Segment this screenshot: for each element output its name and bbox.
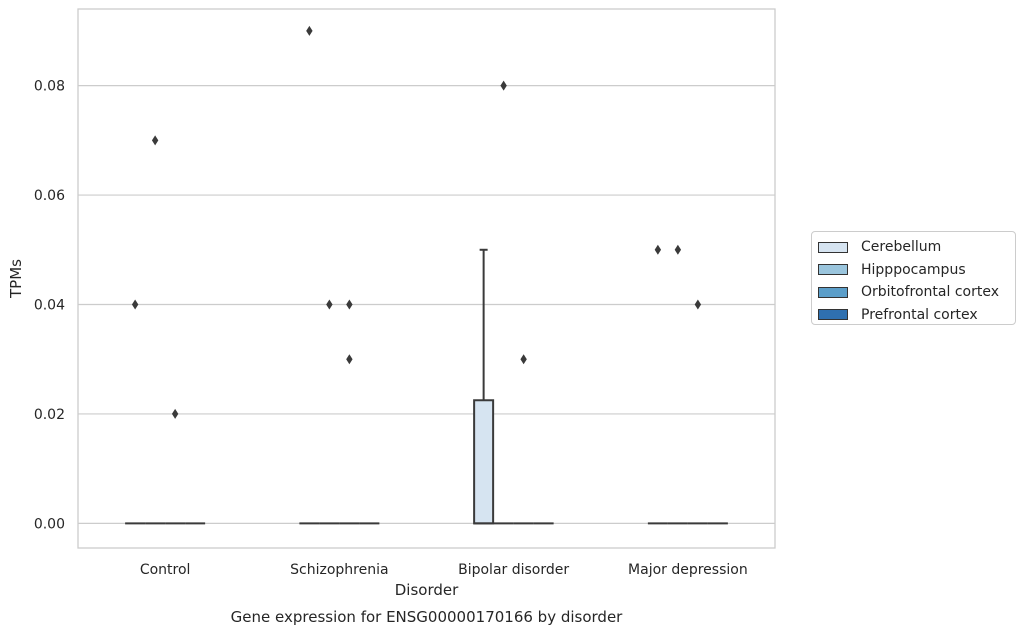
box-marks (125, 25, 728, 525)
legend-swatch (818, 264, 848, 276)
y-tick-labels: 0.00 0.02 0.04 0.06 0.08 (34, 79, 65, 533)
x-tick-label: Bipolar disorder (458, 562, 569, 578)
y-tick-label: 0.02 (34, 407, 65, 423)
legend-label: Hipppocampus (861, 261, 966, 278)
outlier-point (151, 135, 159, 146)
legend-label: Cerebellum (861, 239, 942, 256)
x-tick-label: Control (140, 562, 191, 578)
outlier-point (674, 244, 682, 255)
box-group (667, 244, 688, 525)
chart-caption: Gene expression for ENSG00000170166 by d… (231, 608, 624, 626)
plot-area-frame (77, 8, 776, 549)
box-group (339, 299, 360, 525)
outlier-point (520, 354, 527, 365)
grid-lines (78, 85, 775, 524)
box-group (513, 354, 534, 525)
box-group (687, 299, 708, 525)
y-tick-label: 0.04 (34, 297, 65, 313)
outlier-point (171, 408, 179, 419)
legend-swatch (818, 286, 848, 298)
box-group (647, 244, 668, 525)
box-group (165, 408, 186, 525)
legend-label: Orbitofrontal cortex (861, 284, 999, 301)
x-tick-label: Schizophrenia (290, 562, 388, 578)
box-group (319, 299, 340, 525)
legend-item: Hipppocampus (818, 259, 1015, 282)
legend-item: Cerebellum (818, 236, 1015, 259)
box-group (145, 135, 166, 525)
x-axis-title: Disorder (395, 581, 459, 599)
box (473, 399, 495, 525)
legend-label: Prefrontal cortex (861, 306, 978, 323)
outlier-point (346, 354, 353, 365)
outlier-point (654, 244, 662, 255)
box-group (125, 299, 146, 525)
legend-swatch (818, 309, 848, 321)
outlier-point (346, 299, 353, 310)
y-axis-title: TPMs (7, 259, 25, 299)
outlier-point (326, 299, 333, 310)
box-group (493, 80, 514, 525)
outlier-point (131, 299, 139, 310)
outlier-point (694, 299, 702, 310)
x-tick-label: Major depression (628, 562, 748, 578)
box-group (473, 248, 495, 525)
legend-swatch (818, 241, 848, 253)
legend-item: Orbitofrontal cortex (818, 281, 1015, 304)
x-tick-labels: Control Schizophrenia Bipolar disorder Majo… (140, 562, 748, 578)
outlier-point (306, 25, 313, 36)
outlier-point (500, 80, 507, 91)
y-tick-label: 0.00 (34, 516, 65, 532)
y-tick-label: 0.08 (34, 79, 65, 95)
y-tick-label: 0.06 (34, 188, 65, 204)
legend-item: Prefrontal cortex (818, 304, 1015, 327)
box-group (299, 25, 320, 525)
legend: Cerebellum Hipppocampus Orbitofrontal co… (811, 231, 1016, 325)
